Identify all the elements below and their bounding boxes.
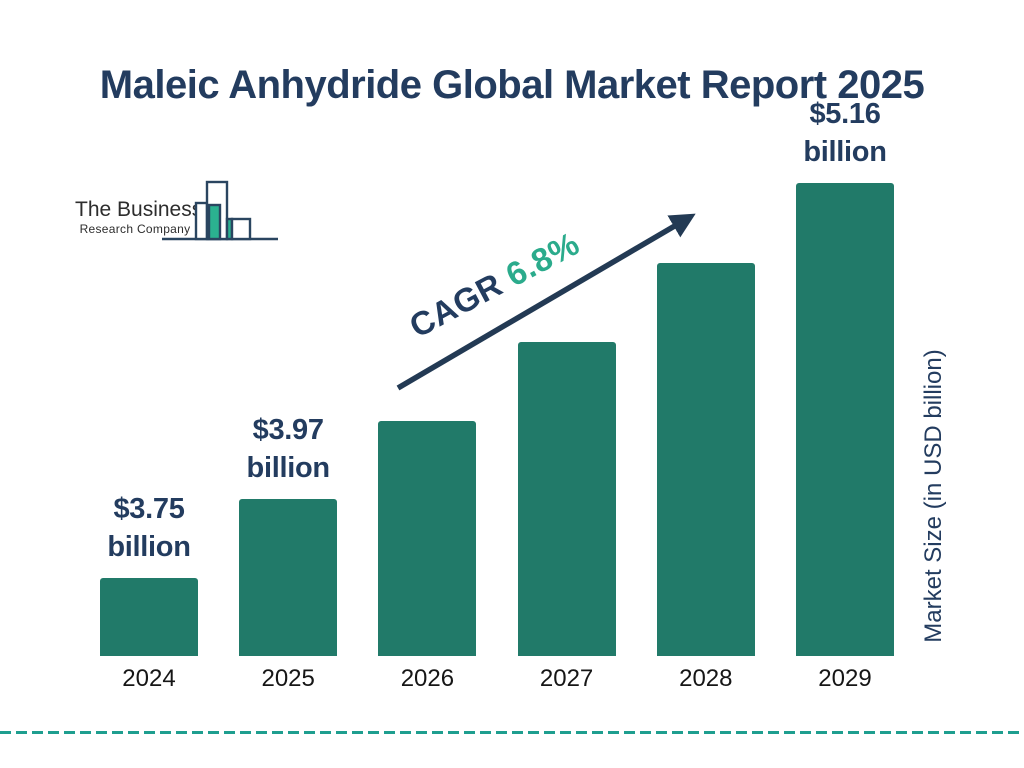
bar-2029 xyxy=(796,183,894,656)
bar-value-label-2029: $5.16 billion xyxy=(803,98,887,168)
x-tick-label-2026: 2026 xyxy=(400,665,455,692)
y-axis-label: Market Size (in USD billion) xyxy=(920,349,947,643)
bar-2026 xyxy=(378,421,477,656)
company-logo-subname: Research Company xyxy=(79,222,191,236)
x-tick-label-2024: 2024 xyxy=(122,665,176,692)
bar-2028 xyxy=(656,263,755,656)
company-logo: The Business Research Company xyxy=(75,176,290,246)
bar-value-label-2025: $3.97 billion xyxy=(246,414,331,484)
bar-value-label-2024: $3.75 billion xyxy=(107,493,191,563)
x-tick-label-2025: 2025 xyxy=(261,665,315,692)
x-tick-label-2029: 2029 xyxy=(818,665,872,692)
x-tick-label-2028: 2028 xyxy=(679,665,733,692)
company-logo-text: The Business Research Company xyxy=(75,198,203,236)
page-title: Maleic Anhydride Global Market Report 20… xyxy=(99,62,925,107)
cagr-trend-arrow-icon xyxy=(396,213,696,391)
x-tick-label-2027: 2027 xyxy=(539,665,594,692)
company-logo-name: The Business xyxy=(75,198,203,221)
bar-2024 xyxy=(100,578,198,656)
bar-2025 xyxy=(239,499,338,656)
bar-2027 xyxy=(517,342,616,656)
bottom-dashed-divider xyxy=(0,731,1024,734)
bar-chart-logo-icon xyxy=(162,180,278,241)
